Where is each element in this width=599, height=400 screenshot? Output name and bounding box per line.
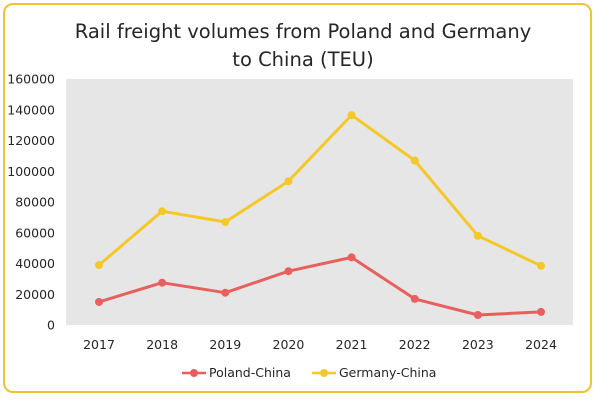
legend-marker-poland-china: [190, 369, 198, 377]
data-point-germany-china: [347, 111, 356, 120]
data-point-germany-china: [284, 177, 293, 186]
x-axis-ticks: 2017 2018 2019 2020 2021 2022 2023 2024: [83, 337, 557, 352]
series-line-germany-china: [97, 113, 543, 268]
chart-title-line-1: Rail freight volumes from Poland and Ger…: [75, 20, 532, 43]
legend-marker-germany-china: [320, 369, 328, 377]
data-point-poland-china: [158, 278, 167, 287]
x-tick-label: 2017: [83, 337, 115, 352]
y-tick-label: 0: [47, 318, 55, 333]
y-tick-label: 60000: [15, 225, 55, 240]
y-axis-ticks: 0 20000 40000 60000 80000 100000 120000 140000 1…: [7, 72, 55, 333]
y-tick-label: 100000: [7, 164, 55, 179]
x-tick-label: 2020: [273, 337, 305, 352]
series-line-poland-china: [97, 255, 543, 317]
data-point-germany-china: [537, 261, 545, 270]
legend: Poland-China Germany-China: [182, 365, 436, 380]
data-point-germany-china: [473, 231, 482, 240]
y-tick-label: 40000: [15, 256, 55, 271]
plot-area: [66, 79, 573, 325]
y-tick-label: 20000: [15, 287, 55, 302]
legend-label-poland-china: Poland-China: [209, 365, 291, 380]
data-point-germany-china: [158, 207, 167, 216]
y-tick-label: 120000: [7, 133, 55, 148]
x-tick-label: 2024: [525, 337, 557, 352]
y-tick-label: 80000: [15, 195, 55, 210]
y-tick-label: 160000: [7, 72, 55, 87]
data-point-poland-china: [284, 267, 293, 276]
data-point-poland-china: [473, 311, 482, 320]
data-point-poland-china: [221, 288, 230, 297]
y-tick-label: 140000: [7, 102, 55, 117]
x-tick-label: 2019: [209, 337, 241, 352]
data-point-poland-china: [410, 294, 419, 303]
data-point-poland-china: [347, 253, 356, 262]
series-layer: [95, 111, 545, 320]
x-tick-label: 2022: [399, 337, 431, 352]
data-point-germany-china: [95, 261, 103, 270]
x-tick-label: 2018: [146, 337, 178, 352]
data-point-poland-china: [537, 307, 545, 316]
chart-title-line-2: to China (TEU): [232, 48, 373, 71]
legend-label-germany-china: Germany-China: [339, 365, 436, 380]
data-point-germany-china: [221, 217, 230, 226]
data-point-germany-china: [410, 156, 419, 165]
data-point-poland-china: [95, 297, 103, 306]
x-tick-label: 2021: [336, 337, 368, 352]
x-tick-label: 2023: [462, 337, 494, 352]
